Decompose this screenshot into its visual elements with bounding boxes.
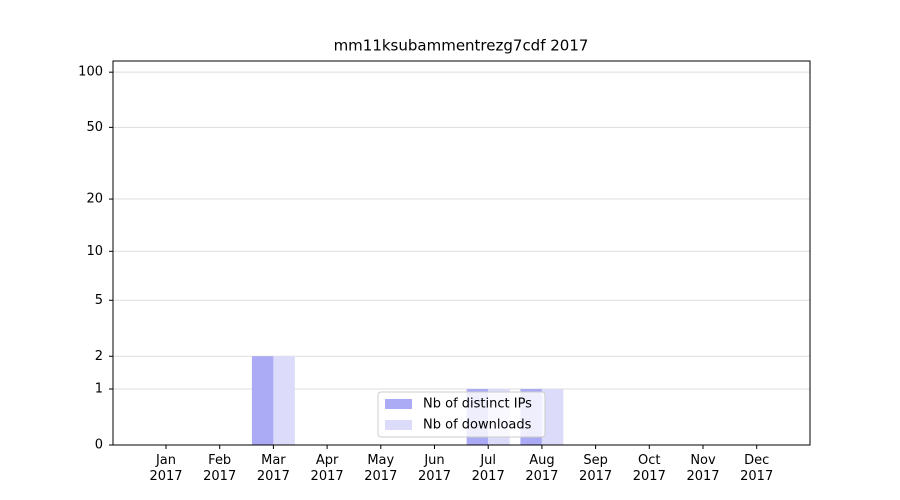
x-tick-label: Apr 2017	[310, 453, 344, 484]
x-tick-label: Jun 2017	[417, 453, 452, 484]
x-tick-label: May 2017	[364, 453, 398, 484]
legend-swatch	[385, 420, 412, 430]
x-tick-label: Sep 2017	[579, 453, 613, 484]
legend-label: Nb of distinct IPs	[423, 397, 532, 412]
x-tick-label: Aug 2017	[525, 453, 559, 484]
grid	[113, 71, 810, 446]
x-tick-label: Feb 2017	[203, 453, 237, 484]
x-tick-label: Nov 2017	[686, 453, 720, 484]
y-tick-label: 0	[95, 438, 103, 453]
legend: Nb of distinct IPs Nb of downloads	[377, 391, 546, 438]
legend-swatch	[385, 399, 412, 409]
x-tick-label: Oct 2017	[632, 453, 666, 484]
y-tick-label: 20	[86, 192, 103, 207]
y-tick-label: 1	[95, 382, 103, 397]
y-tick-label: 50	[86, 120, 103, 135]
y-tick-label: 5	[95, 293, 103, 308]
x-tick-label: Mar 2017	[256, 453, 290, 484]
bar	[541, 389, 564, 445]
bar	[251, 356, 274, 445]
y-tick-label: 10	[86, 244, 103, 259]
y-tick-label: 2	[95, 349, 103, 364]
bar	[273, 356, 295, 445]
plot-frame	[112, 60, 811, 446]
legend-box	[377, 391, 546, 438]
chart-title: mm11ksubammentrezg7cdf 2017	[334, 37, 589, 55]
x-tick-label: Jul 2017	[471, 453, 505, 484]
legend-label: Nb of downloads	[423, 418, 532, 433]
x-tick-label: Jan 2017	[149, 453, 183, 484]
x-tick-label: Dec 2017	[740, 453, 774, 484]
y-tick-label: 100	[78, 65, 103, 80]
